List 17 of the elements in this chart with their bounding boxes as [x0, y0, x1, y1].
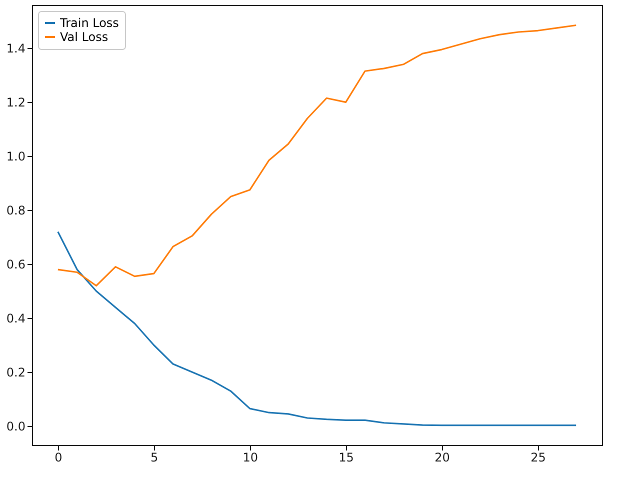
x-tick-label: 25: [530, 450, 546, 464]
y-tick-label: 0.6: [6, 258, 26, 272]
x-tick-label: 20: [434, 450, 450, 464]
y-tick-label: 1.0: [6, 150, 26, 164]
legend-label: Train Loss: [59, 16, 119, 30]
line-series: [57, 230, 577, 426]
x-tick-label: 10: [242, 450, 258, 464]
y-tick-label: 0.8: [6, 204, 26, 218]
x-tick-label: 0: [54, 450, 62, 464]
x-tick-label: 5: [150, 450, 158, 464]
y-tick-label: 1.2: [6, 96, 26, 110]
y-tick-label: 1.4: [6, 42, 26, 56]
legend-label: Val Loss: [60, 30, 108, 44]
y-tick-label: 0.4: [6, 312, 26, 326]
x-tick-label: 15: [338, 450, 354, 464]
y-tick-label: 0.0: [6, 420, 26, 434]
y-tick-label: 0.2: [6, 366, 26, 380]
